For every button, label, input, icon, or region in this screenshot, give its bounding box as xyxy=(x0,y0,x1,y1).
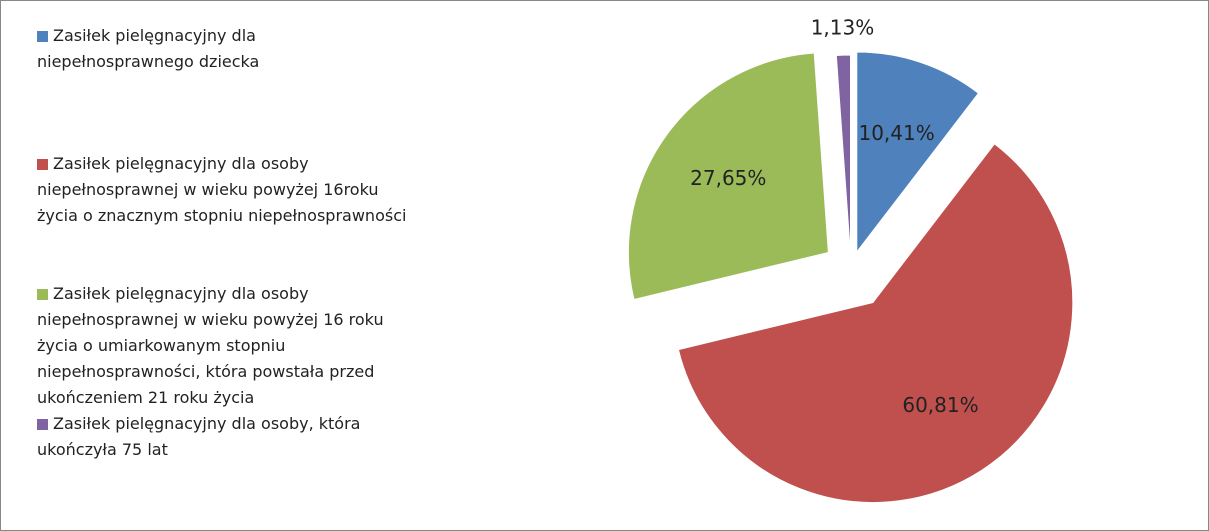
legend-entry: Zasiłek pielęgnacyjny dla osoby niepełno… xyxy=(37,281,417,411)
pie-slice xyxy=(677,143,1074,503)
data-label: 60,81% xyxy=(902,393,978,417)
data-label: 27,65% xyxy=(690,166,766,190)
pie-slice xyxy=(856,51,980,254)
legend-swatch xyxy=(37,159,48,170)
data-label: 10,41% xyxy=(858,121,934,145)
legend-swatch xyxy=(37,289,48,300)
legend-label: Zasiłek pielęgnacyjny dla niepełnosprawn… xyxy=(37,26,260,71)
legend-label: Zasiłek pielęgnacyjny dla osoby, która u… xyxy=(37,414,361,459)
data-label: 1,13% xyxy=(811,16,875,40)
pie-slice xyxy=(835,54,852,256)
legend-label: Zasiłek pielęgnacyjny dla osoby niepełno… xyxy=(37,154,407,225)
pie-slice xyxy=(627,52,829,301)
legend-entry: Zasiłek pielęgnacyjny dla osoby, która u… xyxy=(37,411,417,463)
legend-swatch xyxy=(37,31,48,42)
legend-swatch xyxy=(37,419,48,430)
legend-label: Zasiłek pielęgnacyjny dla osoby niepełno… xyxy=(37,284,384,407)
legend-entry: Zasiłek pielęgnacyjny dla osoby niepełno… xyxy=(37,151,417,229)
legend-entry: Zasiłek pielęgnacyjny dla niepełnosprawn… xyxy=(37,23,417,75)
